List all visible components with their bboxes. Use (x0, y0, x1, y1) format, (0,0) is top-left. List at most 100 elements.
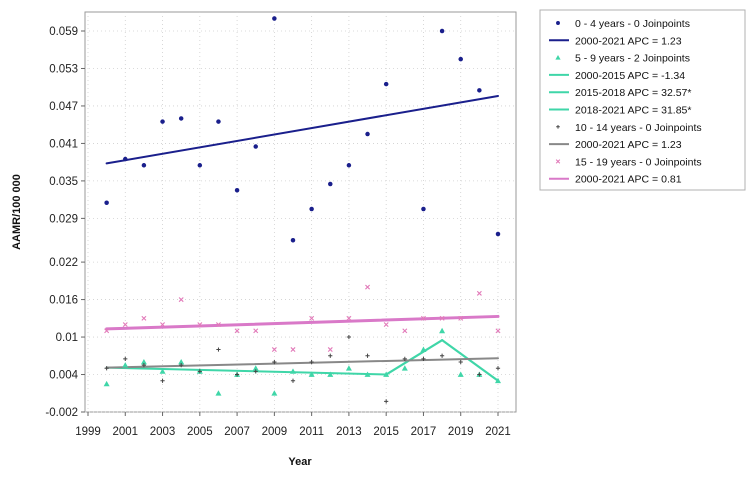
data-point (420, 346, 427, 352)
x-tick-label: 2005 (187, 426, 213, 438)
x-tick-label: 2019 (448, 426, 474, 438)
data-point (290, 347, 296, 353)
data-point (197, 369, 202, 374)
data-point (253, 369, 258, 374)
data-point (141, 163, 147, 168)
y-tick-label: 0.022 (49, 257, 78, 269)
y-tick-label: 0.029 (49, 213, 78, 225)
y-axis-title: AAMR/100 000 (11, 174, 23, 250)
data-point (457, 371, 464, 377)
data-point (122, 362, 129, 368)
legend-label: 10 - 14 years - 0 Joinpoints (575, 122, 702, 134)
data-point (365, 284, 371, 290)
legend-box (539, 9, 746, 191)
data-point (234, 188, 240, 193)
data-point (495, 231, 501, 237)
data-point (178, 359, 185, 365)
y-tick-label: 0.047 (49, 101, 78, 113)
x-axis-ticks: 1999 2001 2003 2005 2007 2009 2011 2013 2015 2017… (75, 412, 511, 438)
x-tick-label: 2011 (299, 426, 324, 438)
legend-items: 0 - 4 years - 0 Joinpoints 2000-2021 APC … (549, 18, 702, 186)
data-point (290, 368, 296, 374)
data-point (309, 359, 314, 365)
x-axis-title: Year (288, 456, 312, 468)
data-point (495, 377, 501, 384)
data-point (271, 390, 278, 396)
data-point (401, 365, 408, 371)
data-point (439, 315, 445, 321)
data-point (234, 328, 240, 334)
data-point (272, 16, 277, 21)
data-point (160, 119, 165, 124)
trend-line (105, 314, 500, 331)
data-point (402, 356, 407, 362)
data-point (253, 328, 259, 334)
data-point (421, 206, 426, 212)
data-point (345, 365, 352, 371)
data-point (439, 353, 445, 358)
data-point (458, 359, 463, 365)
data-point (272, 359, 277, 365)
data-point (123, 156, 128, 162)
x-tick-label: 2001 (112, 426, 138, 438)
legend-label: 15 - 19 years - 0 Joinpoints (575, 156, 702, 168)
data-point (364, 371, 371, 377)
trend-line (105, 357, 499, 369)
legend-label: 2000-2021 APC = 1.23 (575, 139, 682, 151)
data-point (495, 366, 501, 371)
legend-label: 2000-2015 APC = -1.34 (575, 70, 685, 82)
data-point (159, 368, 166, 374)
trend-lines (105, 94, 500, 382)
data-point (216, 347, 221, 352)
data-point (402, 328, 408, 334)
data-point (197, 163, 203, 168)
data-point (476, 290, 482, 296)
y-tick-label: 0.016 (49, 295, 78, 307)
legend-label: 2015-2018 APC = 32.57* (575, 87, 691, 99)
data-point (365, 353, 370, 358)
trend-line (440, 339, 500, 382)
data-point (179, 363, 184, 368)
data-point (346, 334, 352, 340)
legend-label: 2000-2021 APC = 0.81 (575, 174, 682, 186)
x-tick-label: 2021 (485, 426, 511, 438)
x-tick-label: 2013 (336, 426, 362, 438)
data-points (103, 16, 501, 404)
y-tick-label: 0.053 (49, 63, 78, 75)
trend-line (105, 366, 388, 376)
data-point (122, 322, 128, 328)
data-point (271, 347, 277, 353)
data-point (309, 206, 314, 212)
data-point (327, 347, 333, 353)
x-tick-label: 1999 (75, 426, 101, 438)
data-point (215, 390, 222, 396)
grid (85, 12, 516, 413)
legend-label: 5 - 9 years - 2 Joinpoints (575, 53, 690, 65)
data-point (178, 116, 184, 121)
data-point (160, 378, 165, 383)
legend-label: 2018-2021 APC = 31.85* (575, 105, 691, 117)
data-point (141, 363, 147, 368)
data-point (253, 144, 258, 149)
data-point (308, 371, 315, 377)
data-point (252, 365, 259, 371)
y-tick-label: 0.035 (49, 176, 78, 188)
x-tick-label: 2007 (224, 426, 250, 438)
legend-label: 2000-2021 APC = 1.23 (575, 35, 682, 47)
data-point (383, 322, 389, 328)
data-point (123, 356, 128, 362)
trend-line (105, 94, 499, 165)
legend: 0 - 4 years - 0 Joinpoints 2000-2021 APC … (539, 9, 746, 191)
data-point (290, 378, 296, 383)
data-point (384, 399, 389, 404)
y-tick-label: 0.041 (49, 138, 78, 150)
y-tick-label: 0.059 (49, 26, 78, 38)
data-point (328, 181, 333, 187)
y-tick-label: -0.002 (45, 407, 78, 419)
data-point (327, 371, 334, 377)
legend-marker (556, 124, 560, 129)
data-point (140, 359, 147, 365)
data-point (103, 380, 110, 387)
data-point (309, 315, 315, 321)
x-tick-label: 2015 (373, 426, 399, 438)
